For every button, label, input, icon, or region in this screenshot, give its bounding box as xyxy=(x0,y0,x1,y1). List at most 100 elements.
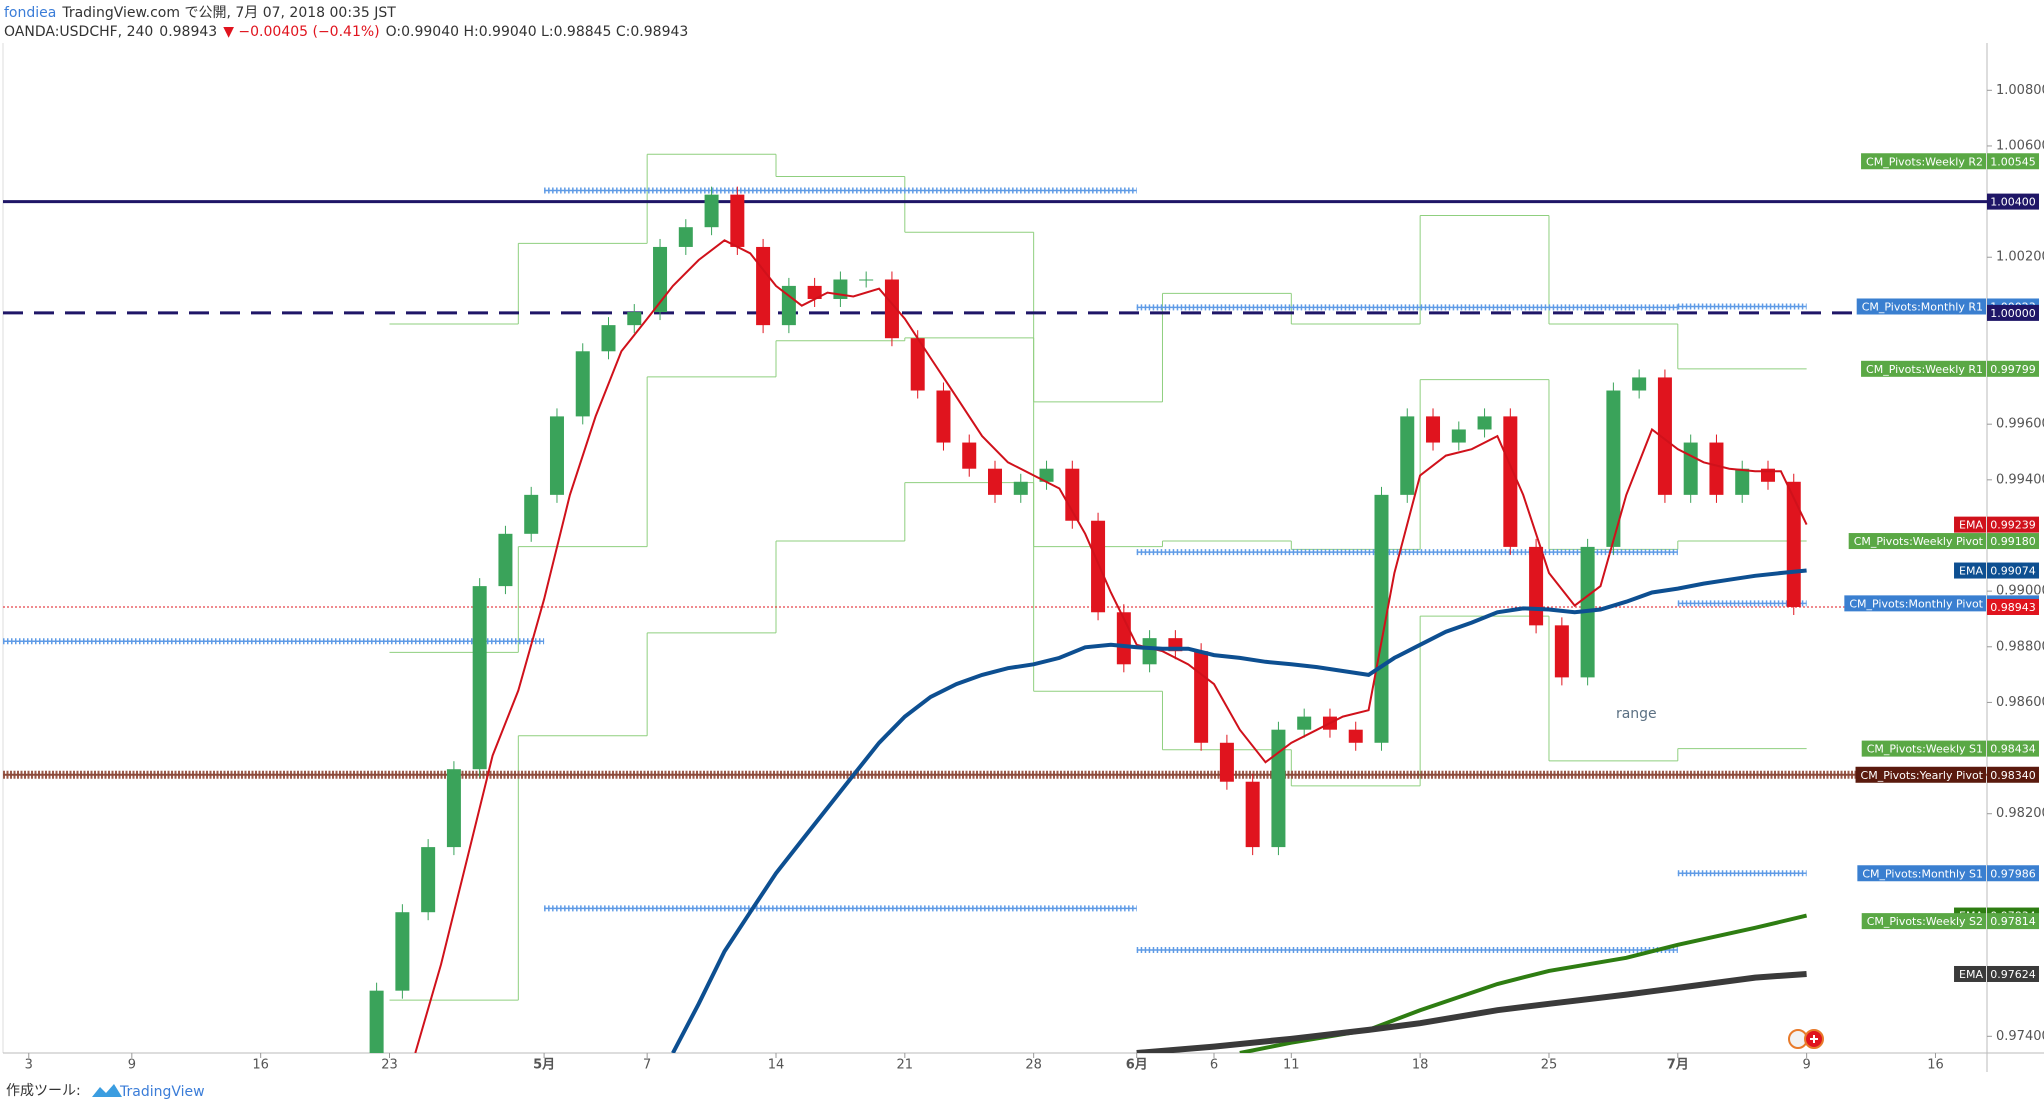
change: ▼ −0.00405 (−0.41%) xyxy=(223,24,379,40)
symbol: OANDA:USDCHF, 240 xyxy=(4,24,153,40)
candle xyxy=(575,351,590,417)
badge-name: CM_Pivots:Weekly R2 xyxy=(1866,155,1983,168)
candle xyxy=(1683,442,1698,495)
badge-name-box xyxy=(1954,562,1986,579)
candle xyxy=(859,279,874,281)
badge-value: 0.99074 xyxy=(1990,565,2036,578)
badge-name-box xyxy=(1954,516,1986,533)
symbol-line: OANDA:USDCHF, 240 0.98943 ▼ −0.00405 (−0… xyxy=(4,24,688,40)
badge-value-box xyxy=(1987,193,2039,210)
badge-name: EMA xyxy=(1959,519,1983,532)
candle xyxy=(807,285,822,299)
footer-brand[interactable]: TradingView xyxy=(119,1084,205,1100)
badge-value: 0.98434 xyxy=(1990,743,2036,756)
badge-name: CM_Pivots:Yearly Pivot xyxy=(1861,769,1984,782)
badge-value: 0.99180 xyxy=(1990,535,2036,548)
badge-name-box xyxy=(1857,865,1986,882)
x-tick-label: 3 xyxy=(25,1058,33,1073)
x-tick-label: 7月 xyxy=(1667,1058,1689,1073)
candle xyxy=(1039,468,1054,482)
badge-value: 0.97986 xyxy=(1990,867,2036,880)
badge-value-box xyxy=(1987,965,2039,982)
badge-value-box xyxy=(1987,304,2039,321)
candle xyxy=(1142,638,1157,665)
x-tick-label: 28 xyxy=(1025,1058,1042,1073)
badge-name-box xyxy=(1848,533,1986,550)
badge-value: 1.00545 xyxy=(1990,155,2036,168)
badge-name-box xyxy=(1954,965,1986,982)
candle xyxy=(472,586,487,770)
ema-line xyxy=(1136,971,1807,1053)
badge-value-box xyxy=(1987,153,2039,170)
y-tick-label: 1.00600 xyxy=(1996,138,2044,153)
candle xyxy=(395,912,410,991)
candle xyxy=(627,312,642,326)
badge-value-box xyxy=(1987,865,2039,882)
x-tick-label: 18 xyxy=(1412,1058,1429,1073)
y-tick-label: 0.97400 xyxy=(1996,1029,2044,1044)
candle xyxy=(756,246,771,326)
annotation: range xyxy=(1616,706,1657,722)
candle xyxy=(1451,429,1466,443)
candle xyxy=(678,227,693,247)
price-badge: 0.98434 CM_Pivots:Weekly S1 xyxy=(1861,740,2039,757)
candle xyxy=(884,279,899,339)
x-tick-label: 9 xyxy=(128,1058,136,1073)
badge-name: EMA xyxy=(1959,565,1983,578)
x-tick-label: 21 xyxy=(897,1058,914,1073)
candle xyxy=(1554,625,1569,678)
price-badge: 0.98943 xyxy=(1987,598,2039,615)
candle xyxy=(936,390,951,443)
candle xyxy=(1271,729,1286,848)
badge-value-box xyxy=(1987,562,2039,579)
tradingview-logo xyxy=(92,1084,122,1097)
badge-name: CM_Pivots:Weekly Pivot xyxy=(1854,535,1984,548)
x-tick-label: 11 xyxy=(1283,1058,1300,1073)
badge-name: CM_Pivots:Monthly Pivot xyxy=(1849,597,1983,610)
candle xyxy=(988,468,1002,495)
price-badge: 0.97814 CM_Pivots:Weekly S2 xyxy=(1861,913,2039,930)
candle xyxy=(369,990,384,1053)
price-badge: 0.99180 CM_Pivots:Weekly Pivot xyxy=(1848,533,2039,550)
candle xyxy=(962,442,977,469)
candle xyxy=(730,194,745,247)
badge-value-box xyxy=(1987,766,2039,783)
candle xyxy=(1735,468,1750,495)
y-tick-label: 1.00800 xyxy=(1996,83,2044,98)
x-tick-label: 14 xyxy=(768,1058,785,1073)
candle xyxy=(1245,781,1260,848)
badge-name: CM_Pivots:Weekly S2 xyxy=(1867,915,1983,928)
price-badge: 0.99074 EMA xyxy=(1954,562,2039,579)
badge-name-box xyxy=(1856,298,1986,315)
candle xyxy=(704,194,719,228)
candle xyxy=(498,533,513,587)
flags-icon xyxy=(1788,1029,1824,1049)
candle xyxy=(601,325,616,352)
x-tick-label: 6 xyxy=(1210,1058,1218,1073)
candle xyxy=(1477,416,1492,430)
candle xyxy=(1348,729,1363,743)
badge-value: 0.99239 xyxy=(1990,519,2036,532)
author: fondiea xyxy=(4,5,56,21)
candle xyxy=(1426,416,1441,443)
candle xyxy=(1606,390,1621,547)
badge-value: 0.97814 xyxy=(1990,915,2036,928)
badge-name-box xyxy=(1861,360,1986,377)
x-tick-label: 25 xyxy=(1541,1058,1558,1073)
badge-name: CM_Pivots:Monthly R1 xyxy=(1862,300,1983,313)
price-badge: 1.00000 xyxy=(1987,304,2039,321)
badge-value-box xyxy=(1987,360,2039,377)
candle xyxy=(1297,716,1312,730)
candle xyxy=(1065,468,1080,521)
candle xyxy=(1529,546,1544,626)
badge-value-box xyxy=(1987,533,2039,550)
candle xyxy=(1400,416,1415,495)
badge-value-box xyxy=(1987,913,2039,930)
